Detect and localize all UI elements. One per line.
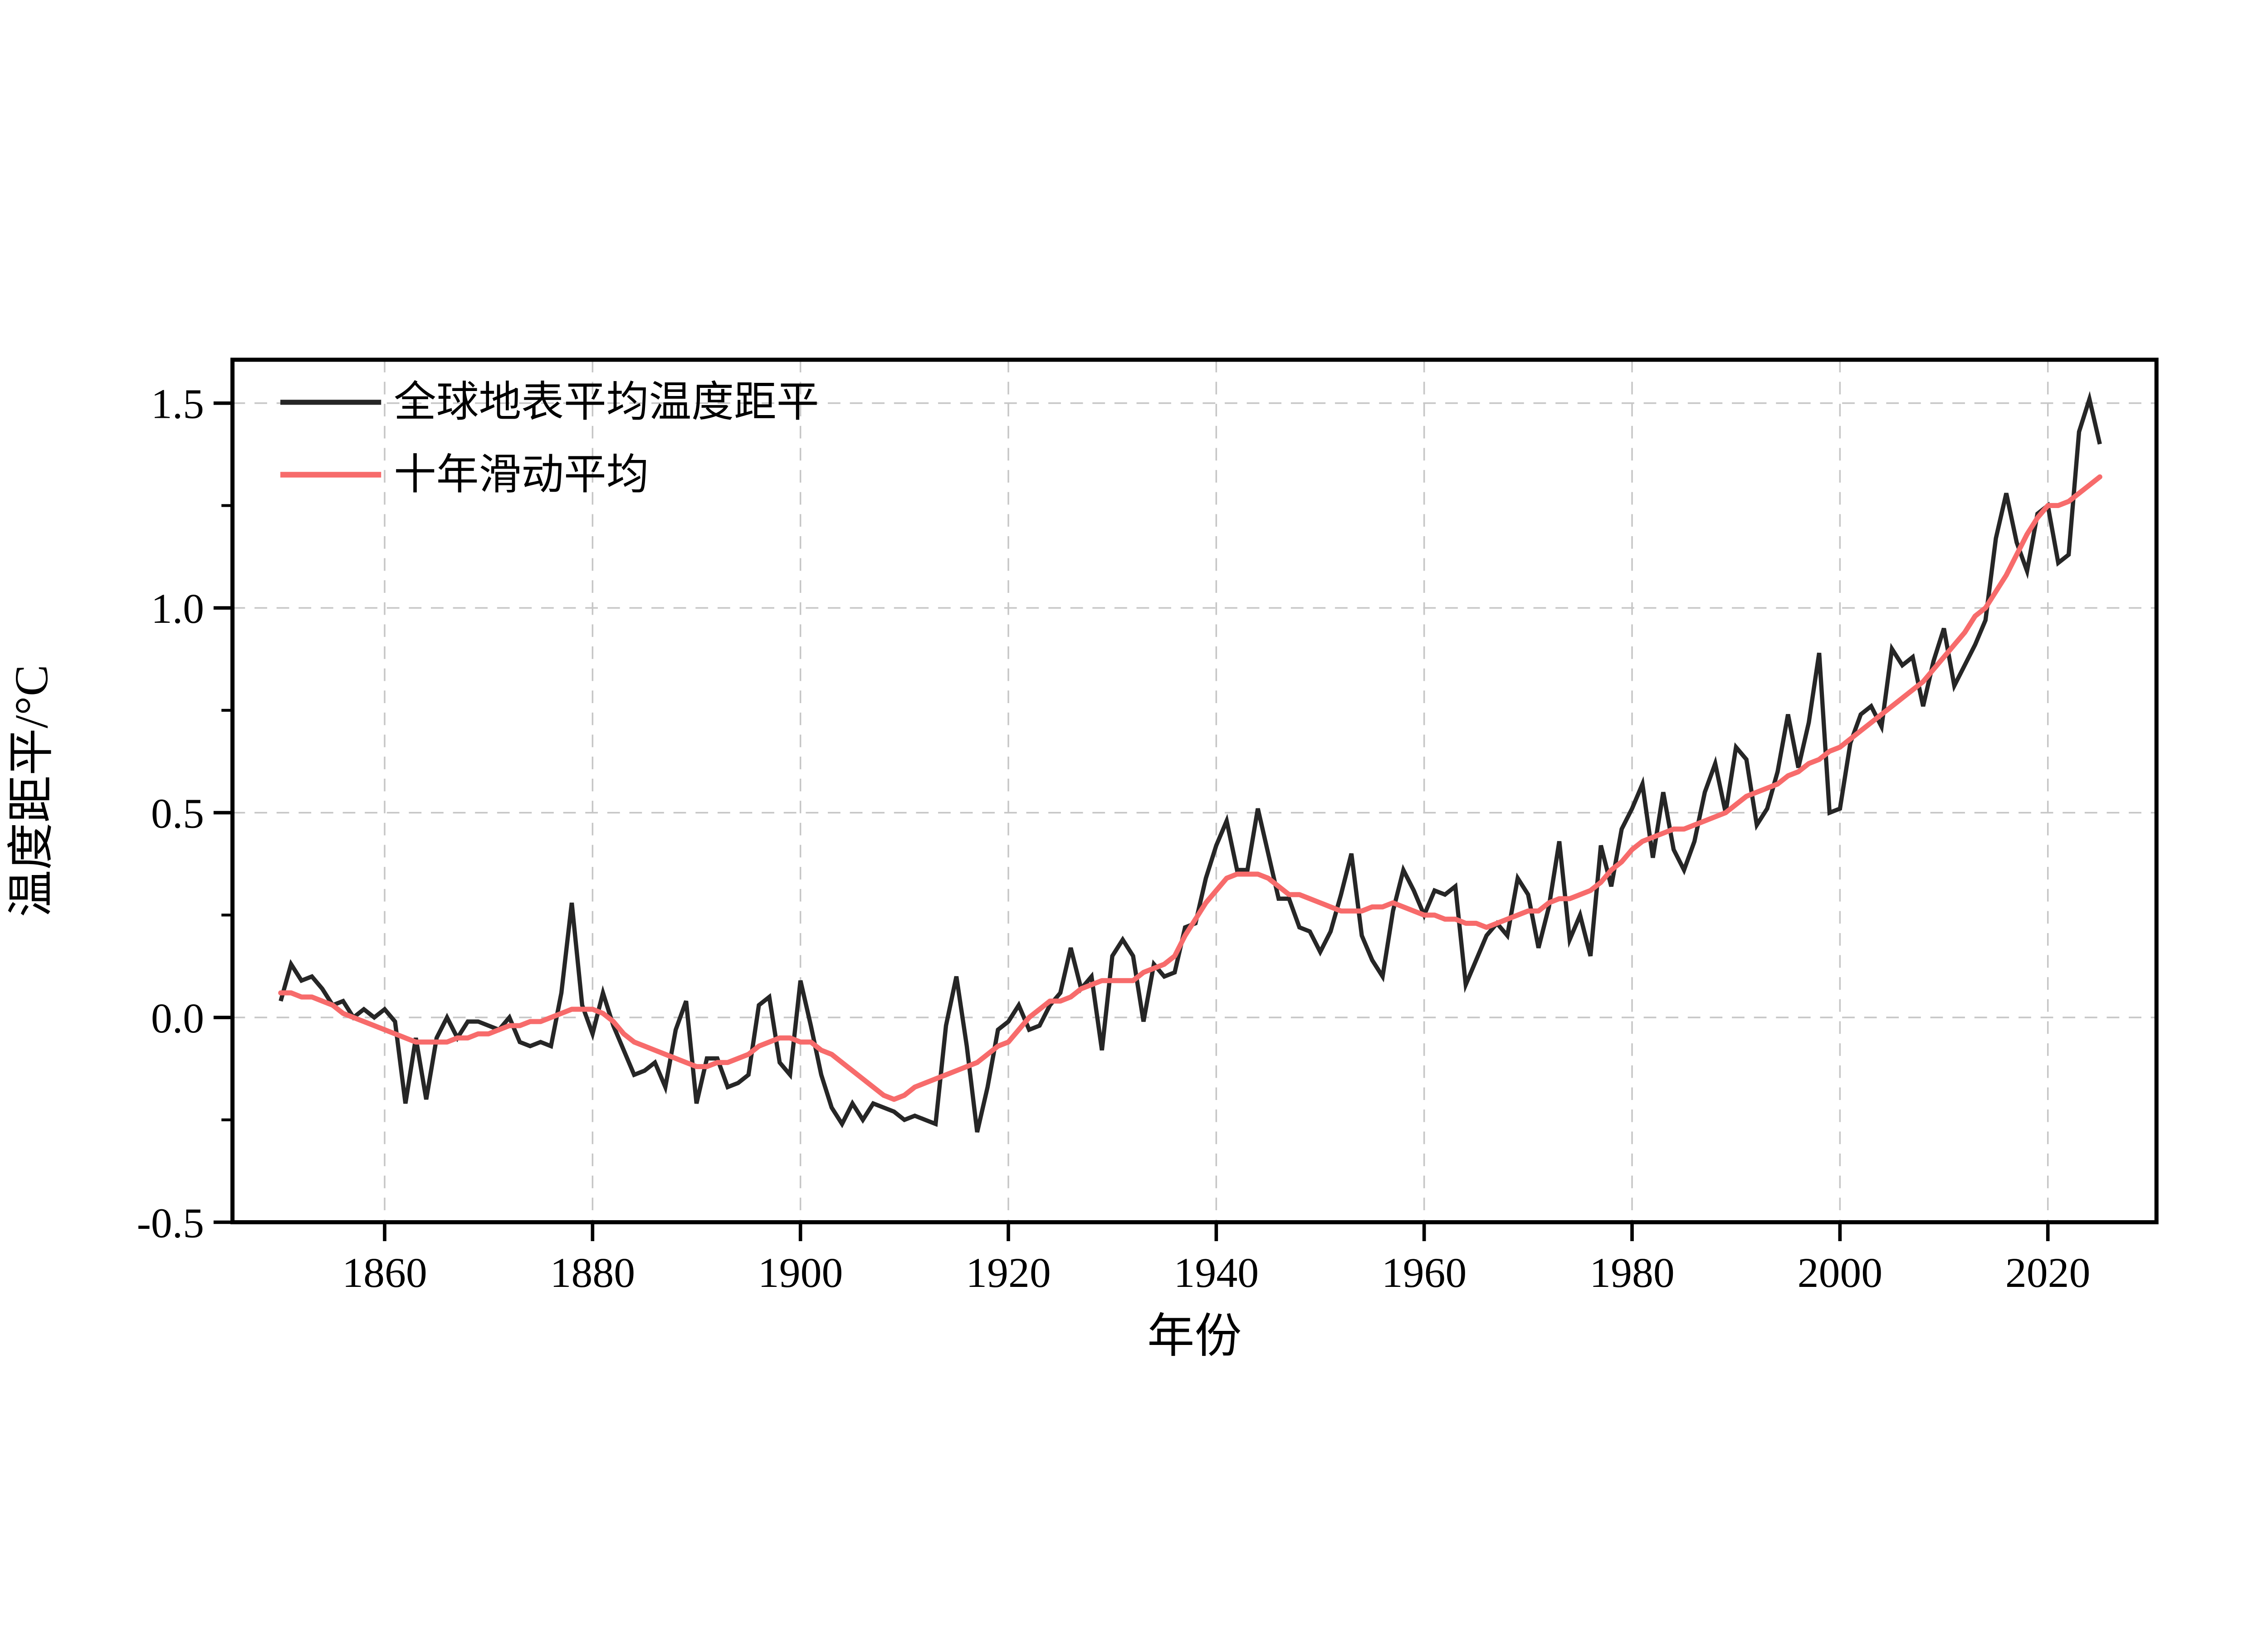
y-axis: -0.5 0.0 0.5 1.0 1.5 bbox=[137, 381, 233, 1247]
x-tick-label: 1980 bbox=[1589, 1249, 1675, 1296]
legend-moving-average-label: 十年滑动平均 bbox=[394, 451, 649, 499]
x-tick-label: 2020 bbox=[2005, 1249, 2091, 1296]
legend-annual-label: 全球地表平均温度距平 bbox=[394, 379, 819, 426]
legend: 全球地表平均温度距平 十年滑动平均 bbox=[280, 379, 819, 499]
x-tick-label: 1860 bbox=[342, 1249, 427, 1296]
legend-item-annual: 全球地表平均温度距平 bbox=[280, 379, 819, 426]
y-axis-title: 温度距平/°C bbox=[5, 665, 58, 917]
y-tick-label: 0.5 bbox=[151, 790, 204, 837]
x-tick-label: 1880 bbox=[550, 1249, 635, 1296]
series-group bbox=[278, 391, 2102, 1133]
plot-area-frame bbox=[230, 357, 2159, 1224]
moving-average-line bbox=[278, 474, 2102, 1102]
y-tick-label: -0.5 bbox=[137, 1199, 204, 1247]
x-tick-label: 2000 bbox=[1798, 1249, 1883, 1296]
y-tick-label: 1.5 bbox=[151, 381, 204, 428]
x-tick-label: 1900 bbox=[758, 1249, 843, 1296]
x-axis: 1860 1880 1900 1920 1940 1960 1980 2000 2020 bbox=[342, 1222, 2090, 1296]
x-axis-title: 年份 bbox=[1147, 1310, 1242, 1363]
y-tick-label: 0.0 bbox=[151, 995, 204, 1042]
x-tick-label: 1920 bbox=[966, 1249, 1051, 1296]
x-tick-label: 1960 bbox=[1382, 1249, 1467, 1296]
y-tick-label: 1.0 bbox=[151, 585, 204, 632]
legend-item-moving-average: 十年滑动平均 bbox=[280, 451, 649, 499]
annual-anomaly-line bbox=[279, 391, 2102, 1133]
x-tick-label: 1940 bbox=[1174, 1249, 1259, 1296]
